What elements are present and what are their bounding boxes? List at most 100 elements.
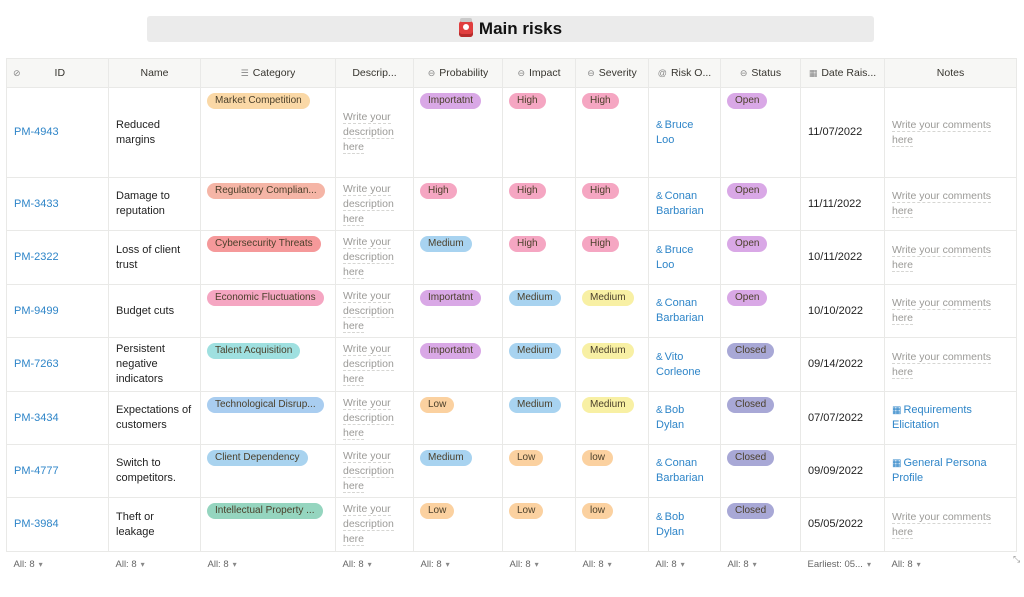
table-row[interactable]: PM-4943 Reduced margins Market Competition…	[6, 87, 1017, 178]
category-tag[interactable]: Intellectual Property ...	[207, 503, 323, 519]
column-aggregate[interactable]: All: 8 ▾	[503, 559, 576, 570]
severity-tag[interactable]: low	[582, 503, 614, 519]
notes-page-link[interactable]: ▦ Requirements Elicitation	[886, 403, 1016, 433]
date-raised[interactable]: 10/11/2022	[808, 251, 863, 263]
column-header-7[interactable]: @ Risk O...	[648, 58, 721, 88]
date-raised[interactable]: 09/14/2022	[808, 358, 864, 370]
probability-tag[interactable]: Medium	[420, 236, 472, 252]
column-aggregate[interactable]: All: 8 ▾	[7, 559, 109, 570]
risk-name[interactable]: Switch to competitors.	[116, 457, 176, 484]
column-aggregate[interactable]: All: 8 ▾	[336, 559, 414, 570]
risk-name[interactable]: Damage to reputation	[116, 190, 170, 217]
table-row[interactable]: PM-3434 Expectations of customers Technolo…	[6, 391, 1017, 445]
column-header-2[interactable]: ☰ Category	[200, 58, 336, 88]
probability-tag[interactable]: Importatnt	[420, 343, 482, 359]
notes-field[interactable]: Write your comments here	[886, 118, 1016, 148]
table-row[interactable]: PM-7263 Persistent negative indicators Tal…	[6, 337, 1017, 392]
category-tag[interactable]: Technological Disrup...	[207, 397, 324, 413]
probability-tag[interactable]: Importatnt	[420, 93, 482, 109]
column-header-8[interactable]: ⊖ Status	[720, 58, 801, 88]
risk-id-link[interactable]: PM-7263	[14, 358, 59, 370]
date-raised[interactable]: 11/11/2022	[808, 197, 862, 210]
status-tag[interactable]: Open	[727, 290, 768, 306]
risk-name[interactable]: Reduced margins	[116, 118, 161, 146]
column-header-10[interactable]: Notes	[884, 58, 1017, 88]
date-raised[interactable]: 11/07/2022	[808, 126, 863, 138]
date-raised[interactable]: 05/05/2022	[808, 518, 864, 530]
severity-tag[interactable]: High	[582, 236, 619, 252]
status-tag[interactable]: Open	[727, 236, 768, 252]
category-tag[interactable]: Client Dependency	[207, 450, 308, 466]
risk-owner[interactable]: & Bruce Loo	[650, 243, 720, 273]
date-raised[interactable]: 09/09/2022	[808, 464, 864, 477]
risk-id-link[interactable]: PM-3434	[14, 411, 59, 424]
risk-owner[interactable]: & Bruce Loo	[650, 118, 720, 148]
status-tag[interactable]: Closed	[727, 503, 775, 519]
risk-owner[interactable]: & Conan Barbarian	[650, 456, 720, 486]
column-header-6[interactable]: ⊖ Severity	[575, 58, 649, 88]
risk-id-link[interactable]: PM-4777	[14, 464, 59, 477]
risk-id-link[interactable]: PM-3433	[14, 197, 59, 210]
risk-owner[interactable]: & Conan Barbarian	[650, 189, 720, 219]
resize-handle-icon[interactable]: ⤡	[1013, 554, 1021, 564]
table-row[interactable]: PM-2322 Loss of client trust Cybersecurity…	[6, 230, 1017, 285]
category-tag[interactable]: Talent Acquisition	[207, 343, 301, 359]
column-aggregate[interactable]: All: 8 ▾	[414, 559, 503, 570]
probability-tag[interactable]: Medium	[420, 450, 472, 466]
risk-id-link[interactable]: PM-2322	[14, 251, 59, 263]
notes-field[interactable]: Write your comments here	[886, 350, 1016, 380]
status-tag[interactable]: Open	[727, 93, 768, 109]
column-aggregate[interactable]: All: 8 ▾	[649, 559, 721, 570]
severity-tag[interactable]: High	[582, 93, 619, 109]
notes-field[interactable]: Write your comments here	[886, 243, 1016, 273]
impact-tag[interactable]: High	[509, 183, 546, 199]
impact-tag[interactable]: Medium	[509, 290, 561, 306]
status-tag[interactable]: Closed	[727, 397, 775, 413]
impact-tag[interactable]: Medium	[509, 343, 561, 359]
notes-page-link[interactable]: ▦ General Persona Profile	[886, 456, 1016, 486]
status-tag[interactable]: Closed	[727, 450, 775, 466]
severity-tag[interactable]: High	[582, 183, 619, 199]
risk-owner[interactable]: & Vito Corleone	[650, 350, 720, 380]
risk-name[interactable]: Theft or leakage	[116, 510, 155, 538]
impact-tag[interactable]: High	[509, 93, 546, 109]
severity-tag[interactable]: low	[582, 450, 614, 466]
risk-owner[interactable]: & Conan Barbarian	[650, 296, 720, 326]
probability-tag[interactable]: High	[420, 183, 457, 199]
column-aggregate[interactable]: All: 8 ▾	[721, 559, 801, 570]
column-header-4[interactable]: ⊖ Probability	[413, 58, 503, 88]
probability-tag[interactable]: Low	[420, 503, 455, 519]
description-field[interactable]: Write your description here	[337, 342, 413, 387]
risk-owner[interactable]: & Bob Dylan	[650, 403, 720, 433]
impact-tag[interactable]: Low	[509, 503, 544, 519]
column-aggregate[interactable]: All: 8 ▾	[885, 559, 1017, 570]
risk-id-link[interactable]: PM-3984	[14, 518, 59, 530]
column-aggregate[interactable]: All: 8 ▾	[201, 559, 336, 570]
date-raised[interactable]: 10/10/2022	[808, 304, 864, 317]
notes-field[interactable]: Write your comments here	[886, 510, 1016, 540]
column-header-0[interactable]: ⊘ ID	[6, 58, 109, 88]
column-header-5[interactable]: ⊖ Impact	[502, 58, 576, 88]
description-field[interactable]: Write your description here	[337, 502, 413, 547]
description-field[interactable]: Write your description here	[337, 235, 413, 280]
probability-tag[interactable]: Importatnt	[420, 290, 482, 306]
risk-id-link[interactable]: PM-9499	[14, 304, 59, 317]
category-tag[interactable]: Economic Fluctuations	[207, 290, 324, 306]
severity-tag[interactable]: Medium	[582, 343, 634, 359]
column-header-9[interactable]: ▦ Date Rais...	[800, 58, 885, 88]
status-tag[interactable]: Closed	[727, 343, 775, 359]
risk-name[interactable]: Persistent negative indicators	[116, 343, 165, 385]
impact-tag[interactable]: High	[509, 236, 546, 252]
description-field[interactable]: Write your description here	[337, 289, 413, 334]
column-header-1[interactable]: Name	[108, 58, 201, 88]
description-field[interactable]: Write your description here	[337, 110, 413, 155]
description-field[interactable]: Write your description here	[337, 182, 413, 227]
category-tag[interactable]: Market Competition	[207, 93, 310, 109]
category-tag[interactable]: Regulatory Complian...	[207, 183, 325, 199]
status-tag[interactable]: Open	[727, 183, 768, 199]
risk-owner[interactable]: & Bob Dylan	[650, 510, 720, 540]
impact-tag[interactable]: Low	[509, 450, 544, 466]
table-row[interactable]: PM-3984 Theft or leakage Intellectual Prop…	[6, 497, 1017, 552]
column-header-3[interactable]: Descrip...	[335, 58, 414, 88]
category-tag[interactable]: Cybersecurity Threats	[207, 236, 321, 252]
